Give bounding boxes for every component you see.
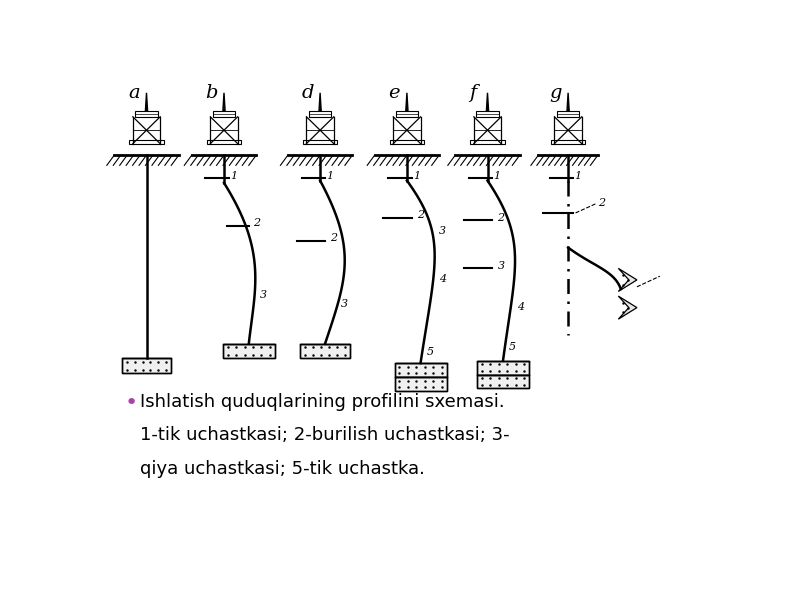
Text: 3: 3	[341, 299, 348, 309]
Text: 1-tik uchastkasi; 2-burilish uchastkasi; 3-: 1-tik uchastkasi; 2-burilish uchastkasi;…	[140, 427, 510, 445]
Bar	[129, 140, 164, 143]
Polygon shape	[618, 296, 637, 319]
Bar	[476, 111, 498, 117]
Text: 1: 1	[574, 171, 582, 181]
Text: g: g	[550, 83, 562, 101]
Bar	[206, 140, 242, 143]
Bar	[222, 344, 275, 358]
Text: 4: 4	[439, 274, 446, 284]
Text: 4: 4	[517, 302, 524, 312]
Text: b: b	[206, 83, 218, 101]
Text: 3: 3	[498, 261, 505, 271]
Text: qiya uchastkasi; 5-tik uchastka.: qiya uchastkasi; 5-tik uchastka.	[140, 460, 425, 478]
Bar	[394, 363, 446, 377]
Bar	[122, 358, 171, 373]
Text: e: e	[388, 83, 400, 101]
Text: 3: 3	[438, 226, 446, 236]
Bar	[394, 363, 446, 377]
Text: 2: 2	[253, 218, 260, 229]
Text: 1: 1	[494, 171, 501, 181]
Bar	[300, 344, 350, 358]
Bar	[477, 374, 529, 388]
Bar	[396, 111, 418, 117]
Text: •: •	[125, 393, 138, 413]
Polygon shape	[319, 93, 322, 111]
Text: Ishlatish quduqlarining profilini sxemasi.: Ishlatish quduqlarining profilini sxemas…	[140, 393, 505, 411]
Text: 3: 3	[259, 290, 266, 300]
Text: 2: 2	[598, 198, 605, 208]
Polygon shape	[223, 93, 225, 111]
Text: 1: 1	[230, 171, 238, 181]
Bar	[300, 344, 350, 358]
Text: 5: 5	[426, 347, 434, 356]
Bar	[390, 140, 424, 143]
Polygon shape	[567, 93, 570, 111]
Bar	[222, 344, 275, 358]
Bar	[394, 377, 446, 391]
Bar	[470, 140, 505, 143]
Bar	[122, 358, 171, 373]
Bar	[309, 111, 331, 117]
Bar	[213, 111, 235, 117]
Text: a: a	[128, 83, 139, 101]
Text: 1: 1	[326, 171, 334, 181]
Text: 2: 2	[330, 233, 337, 244]
Polygon shape	[406, 93, 408, 111]
Text: 5: 5	[510, 342, 516, 352]
Text: 2: 2	[498, 212, 505, 223]
Polygon shape	[146, 93, 148, 111]
Bar	[550, 140, 586, 143]
Polygon shape	[486, 93, 489, 111]
Bar	[477, 361, 529, 374]
Polygon shape	[618, 268, 637, 292]
Text: 2: 2	[417, 210, 424, 220]
Text: d: d	[302, 83, 314, 101]
Bar	[557, 111, 579, 117]
Bar	[135, 111, 158, 117]
Text: 1: 1	[413, 171, 420, 181]
Bar	[302, 140, 338, 143]
Bar	[477, 374, 529, 388]
Bar	[394, 377, 446, 391]
Bar	[477, 361, 529, 374]
Text: f: f	[469, 83, 476, 101]
